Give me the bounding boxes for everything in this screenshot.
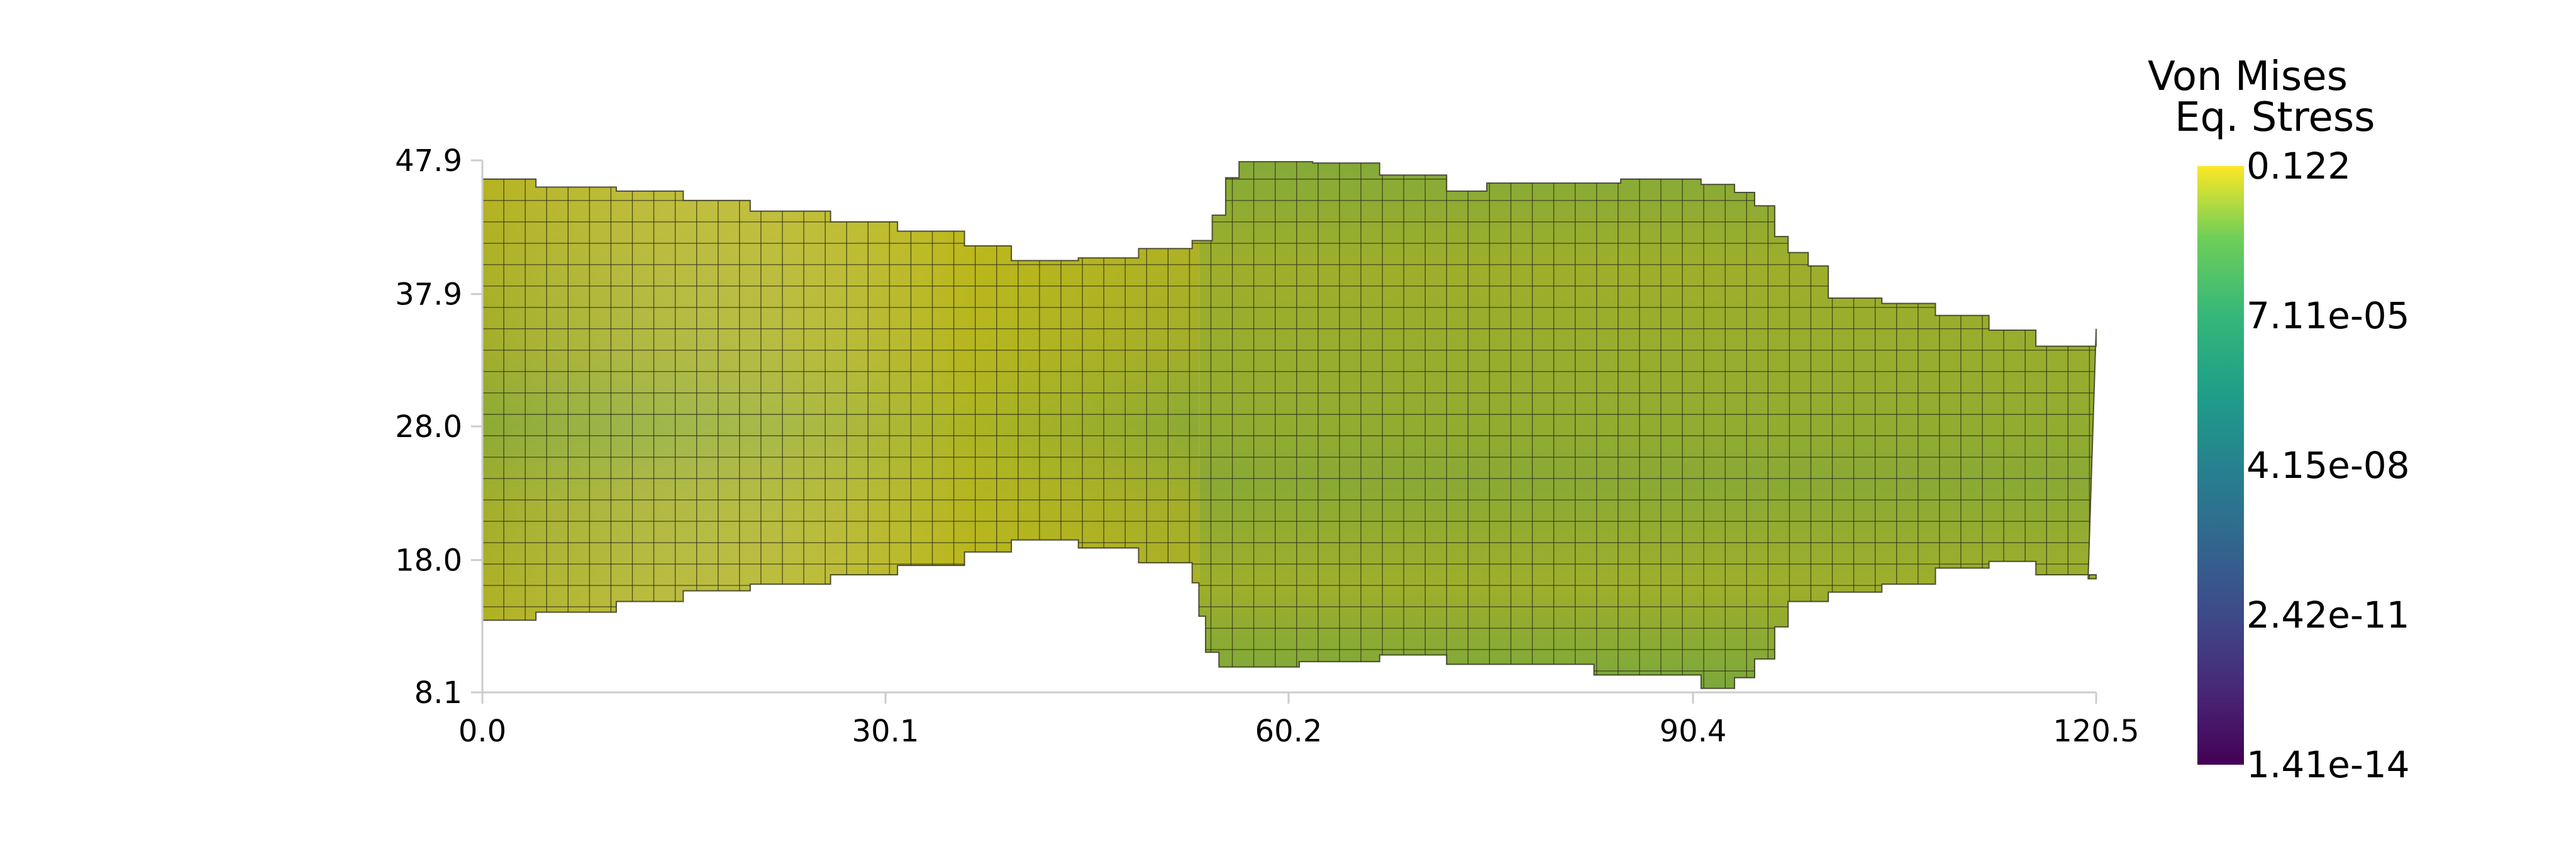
x-tick-label: 0.0 xyxy=(458,714,506,749)
colorbar-label: 2.42e-11 xyxy=(2246,594,2410,636)
colorbar-labels: 0.122 7.11e-05 4.15e-08 2.42e-11 1.41e-14 xyxy=(2246,145,2410,786)
axes: 0.0 30.1 60.2 90.4 120.5 8.1 18.0 28.0 37.9 47.9 xyxy=(395,143,2140,749)
mesh-outline xyxy=(482,161,2097,689)
mesh-body xyxy=(482,161,2097,689)
colorbar-gradient xyxy=(2197,166,2244,765)
colorbar-label: 7.11e-05 xyxy=(2246,294,2410,337)
x-axis-ticks: 0.0 30.1 60.2 90.4 120.5 xyxy=(458,692,2140,749)
x-tick-label: 60.2 xyxy=(1255,714,1322,749)
x-tick-label: 120.5 xyxy=(2053,714,2139,749)
colorbar: Von Mises Eq. Stress 0.122 7.11e-05 4.15e-… xyxy=(2148,53,2410,786)
y-axis-ticks: 8.1 18.0 28.0 37.9 47.9 xyxy=(395,143,482,711)
x-tick-label: 90.4 xyxy=(1660,714,1727,749)
colorbar-label: 4.15e-08 xyxy=(2246,444,2410,487)
y-tick-label: 18.0 xyxy=(395,543,462,579)
y-tick-label: 47.9 xyxy=(395,143,462,179)
colorbar-label: 1.41e-14 xyxy=(2246,743,2410,786)
x-tick-label: 30.1 xyxy=(852,714,919,749)
y-tick-label: 37.9 xyxy=(395,277,462,313)
colorbar-title-line1: Von Mises xyxy=(2148,53,2348,100)
colorbar-label: 0.122 xyxy=(2246,145,2351,187)
y-tick-label: 8.1 xyxy=(414,675,462,711)
y-tick-label: 28.0 xyxy=(395,409,462,445)
colorbar-title-line2: Eq. Stress xyxy=(2175,94,2375,141)
